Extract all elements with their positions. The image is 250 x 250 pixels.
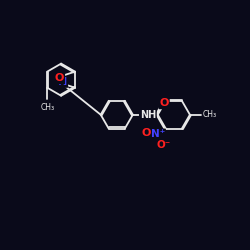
Text: CH₃: CH₃ xyxy=(40,103,54,112)
Text: CH₃: CH₃ xyxy=(203,110,217,119)
Text: NH: NH xyxy=(140,110,156,120)
Text: O: O xyxy=(142,128,151,138)
Text: O: O xyxy=(160,98,169,108)
Text: O: O xyxy=(55,74,64,84)
Text: N⁺: N⁺ xyxy=(151,130,165,140)
Text: O⁻: O⁻ xyxy=(156,140,170,150)
Text: N: N xyxy=(58,77,67,87)
